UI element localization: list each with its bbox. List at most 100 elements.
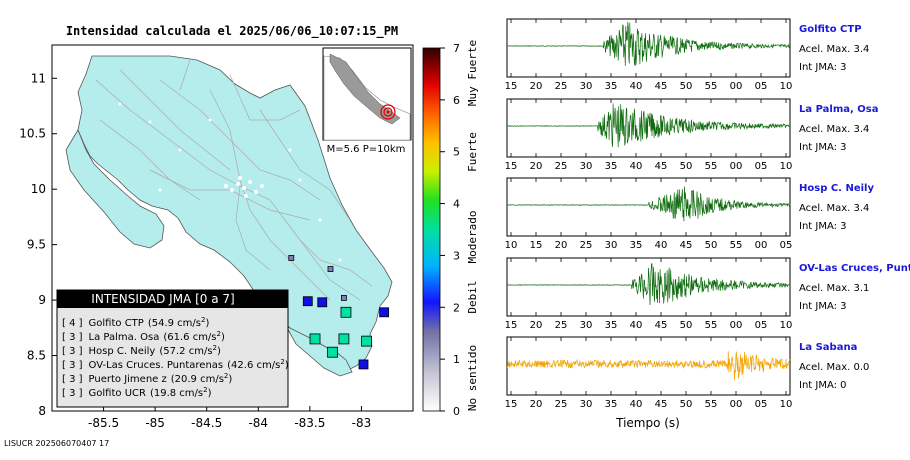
seismogram-tick-label: 10: [780, 81, 793, 92]
seismogram-tick-label: 25: [580, 240, 593, 251]
seismogram-tick-label: 50: [680, 81, 693, 92]
seismogram-tick-label: 55: [705, 320, 718, 331]
seismogram-panel: 15 20 25 30 35 40 45 50 55 00 05 10 Golfito CTP Acel.…: [505, 18, 910, 410]
seismogram-tick-label: 30: [605, 240, 618, 251]
legend-item: [ 3 ] La Palma. Osa (61.6 cm/s2): [62, 330, 225, 343]
map-ytick-label: 8: [38, 404, 46, 418]
intensity-colorbar: 7 6 5 4 3 2 1 0 Muy Fuerte Fuerte Moderado Debi…: [422, 40, 479, 418]
station-marker: [340, 306, 352, 318]
colorbar-label-muy-fuerte: Muy Fuerte: [466, 40, 479, 106]
seismogram-tick-label: 50: [680, 399, 693, 410]
seismogram-tick-label: 30: [580, 399, 593, 410]
station-acel: Acel. Max. 3.4: [799, 44, 869, 55]
station-intensity: Int JMA: 3: [799, 62, 847, 73]
legend-title: INTENSIDAD JMA [0 a 7]: [91, 292, 234, 306]
map-xtick-label: -84.5: [191, 416, 222, 430]
seismogram-tick-label: 50: [680, 320, 693, 331]
seismogram-tick-label: 55: [730, 240, 743, 251]
epicenter-ring-icon: [380, 104, 396, 120]
seismogram-tick-label: 25: [555, 161, 568, 172]
seismogram-tick-label: 35: [605, 320, 618, 331]
colorbar-label-fuerte: Fuerte: [466, 132, 479, 172]
station-marker: [309, 333, 321, 345]
seismogram-tick-label: 20: [555, 240, 568, 251]
seismogram-tick-label: 20: [530, 320, 543, 331]
station-name: Hosp C. Neily: [799, 183, 874, 194]
seismogram-trace: 15 20 25 30 35 40 45 50 55 00 05 10 OV-Las Cruces, P…: [505, 257, 910, 331]
station-marker: [317, 297, 328, 308]
station-intensity: Int JMA: 3: [799, 221, 847, 232]
map-ytick-label: 9.5: [27, 238, 46, 252]
legend-item: [ 4 ] Golfito CTP (54.9 cm/s2): [62, 316, 209, 329]
seismogram-tick-label: 50: [680, 161, 693, 172]
map-title: Intensidad calculada el 2025/06/06_10:07…: [66, 24, 398, 39]
seismogram-tick-label: 15: [505, 320, 518, 331]
seismogram-tick-label: 30: [580, 161, 593, 172]
seismogram-tick-label: 55: [705, 399, 718, 410]
station-name: OV-Las Cruces, Puntar: [799, 263, 910, 274]
station-acel: Acel. Max. 3.4: [799, 203, 869, 214]
seismogram-tick-label: 15: [530, 240, 543, 251]
station-marker: [361, 335, 372, 347]
seismogram-tick-label: 15: [505, 399, 518, 410]
waveform-line: [506, 186, 791, 222]
station-marker: [327, 346, 338, 358]
seismogram-tick-label: 40: [630, 320, 643, 331]
map-legend: INTENSIDAD JMA [0 a 7] [ 4 ] Golfito CTP(…: [56, 289, 289, 408]
map-ytick-label: 8.5: [27, 349, 46, 363]
seismogram-tick-label: 00: [730, 399, 743, 410]
map-xtick-label: -84: [248, 416, 268, 430]
seismogram-tick-label: 10: [780, 161, 793, 172]
seismogram-tick-label: 40: [630, 81, 643, 92]
seismogram-tick-label: 55: [705, 161, 718, 172]
seismogram-tick-label: 25: [555, 81, 568, 92]
seismogram-tick-label: 35: [605, 399, 618, 410]
seismogram-tick-label: 00: [730, 320, 743, 331]
map-xtick-label: -85.5: [88, 416, 119, 430]
map-ytick-label: 11: [31, 71, 46, 85]
station-intensity: Int JMA: 3: [799, 301, 847, 312]
legend-item: [ 3 ] OV-Las Cruces. Puntarenas (42.6 cm/s…: [62, 358, 289, 371]
seismogram-tick-label: 10: [505, 240, 518, 251]
waveform-line: [507, 263, 791, 306]
seismogram-xlabel: Tiempo (s): [615, 416, 680, 430]
station-intensity: Int JMA: 0: [799, 380, 847, 391]
colorbar-tick-label: 5: [453, 146, 460, 159]
waveform-line: [507, 21, 791, 66]
map-ytick-label: 9: [38, 293, 46, 307]
station-marker: [340, 294, 347, 301]
waveform-line: [506, 351, 791, 381]
colorbar-tick-label: 6: [453, 94, 460, 107]
town-markers: [118, 102, 342, 262]
colorbar-tick-label: 2: [453, 301, 460, 314]
station-markers: [288, 255, 390, 370]
seismogram-tick-label: 20: [530, 161, 543, 172]
station-intensity: Int JMA: 3: [799, 142, 847, 153]
seismogram-tick-label: 45: [655, 161, 668, 172]
map-footer: LISUCR 202506070407 17: [4, 439, 109, 448]
station-marker: [358, 359, 369, 370]
map-xtick-label: -83.5: [294, 416, 325, 430]
colorbar-tick-label: 7: [453, 42, 460, 55]
colorbar-label-no-sentido: No sentido: [466, 345, 479, 411]
colorbar-gradient: [422, 47, 441, 412]
seismogram-tick-label: 30: [580, 320, 593, 331]
station-marker: [288, 255, 295, 261]
station-name: Golfito CTP: [799, 24, 862, 35]
station-marker: [338, 333, 350, 345]
seismogram-tick-label: 20: [530, 399, 543, 410]
seismogram-tick-label: 05: [755, 81, 768, 92]
seismogram-tick-label: 40: [630, 399, 643, 410]
seismogram-trace: 15 20 25 30 35 40 45 50 55 00 05 10 La Palma, Osa Ace…: [505, 98, 879, 172]
colorbar-tick-label: 3: [453, 249, 460, 262]
seismogram-tick-label: 25: [555, 399, 568, 410]
road-network: [95, 59, 373, 301]
seismogram-trace: 15 20 25 30 35 40 45 50 55 00 05 10 Golfito CTP Acel.…: [505, 18, 869, 92]
station-marker: [302, 296, 313, 307]
inset-map: M=5.6 P=10km: [322, 47, 412, 155]
seismogram-tick-label: 30: [580, 81, 593, 92]
seismogram-tick-label: 45: [680, 240, 693, 251]
station-marker: [379, 307, 390, 318]
seismogram-tick-label: 05: [755, 320, 768, 331]
map-axes: -85.5 -85 -84.5 -84 -83.5 -83 11 10.5 10 9.5 9 8.5 8: [19, 71, 371, 430]
